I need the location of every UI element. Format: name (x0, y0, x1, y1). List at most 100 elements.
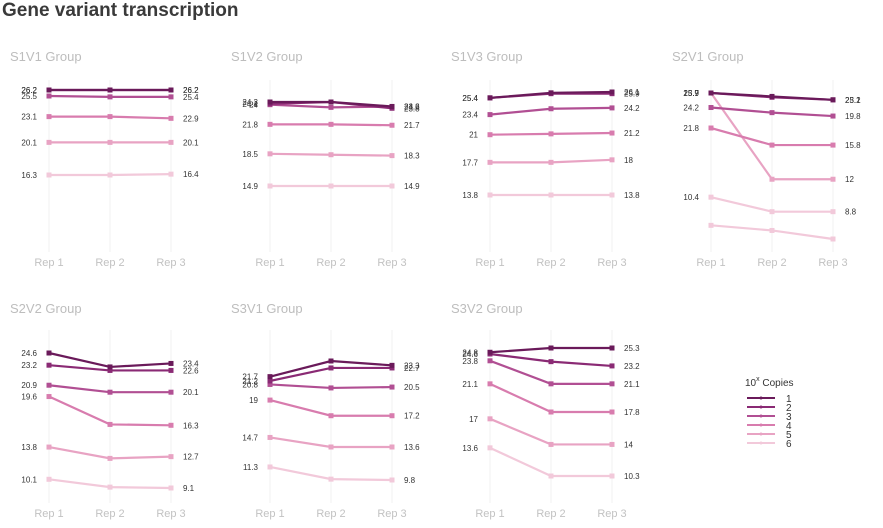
panel-title: S3V2 Group (451, 301, 523, 316)
value-label: 24.2 (624, 104, 640, 113)
value-label: 19.8 (845, 112, 861, 121)
data-point (609, 192, 615, 198)
value-label: 15.8 (845, 141, 861, 150)
data-point (769, 227, 775, 233)
value-label: 24.1 (242, 100, 258, 109)
value-label: 23.8 (404, 104, 420, 113)
data-point (328, 152, 334, 158)
value-label: 23.2 (845, 96, 861, 105)
x-tick-label: Rep 3 (818, 257, 847, 269)
data-point (168, 422, 174, 428)
data-point (830, 142, 836, 148)
data-point (267, 381, 273, 387)
data-point (107, 484, 113, 490)
data-point (708, 105, 714, 111)
value-label: 11.3 (243, 463, 259, 472)
value-label: 14 (624, 440, 633, 449)
data-point (328, 476, 334, 482)
data-point (548, 90, 554, 96)
x-tick-label: Rep 1 (255, 257, 284, 269)
value-label: 22.6 (183, 366, 199, 375)
legend-key-point (759, 405, 763, 409)
value-label: 21.2 (242, 377, 258, 386)
data-point (487, 192, 493, 198)
x-tick-label: Rep 1 (475, 257, 504, 269)
legend-key-point (759, 441, 763, 445)
x-tick-label: Rep 1 (34, 508, 63, 520)
value-label: 21.8 (683, 124, 699, 133)
data-point (267, 121, 273, 127)
data-point (609, 157, 615, 163)
value-label: 26.1 (624, 88, 640, 97)
data-point (107, 139, 113, 145)
data-point (708, 125, 714, 131)
value-label: 19.6 (21, 393, 37, 402)
value-label: 24.6 (21, 349, 37, 358)
panel-title: S2V1 Group (672, 49, 744, 64)
value-label: 24 (249, 101, 258, 110)
panel-title: S2V2 Group (10, 301, 82, 316)
data-point (267, 374, 273, 380)
value-label: 21.1 (462, 380, 478, 389)
x-tick-label: Rep 1 (255, 508, 284, 520)
x-tick-label: Rep 3 (377, 508, 406, 520)
panel-title: S3V1 Group (231, 301, 303, 316)
data-point (769, 176, 775, 182)
x-tick-label: Rep 2 (316, 508, 345, 520)
data-point (46, 350, 52, 356)
value-label: 21.2 (624, 129, 640, 138)
data-point (46, 114, 52, 120)
data-point (487, 358, 493, 364)
data-point (107, 389, 113, 395)
data-point (830, 209, 836, 215)
data-point (389, 183, 395, 189)
data-point (769, 142, 775, 148)
data-point (168, 171, 174, 177)
value-label: 23.2 (624, 362, 640, 371)
x-tick-label: Rep 1 (34, 257, 63, 269)
value-label: 25.4 (462, 94, 478, 103)
data-point (609, 89, 615, 95)
legend-label: 3 (786, 412, 792, 423)
x-tick-label: Rep 3 (597, 508, 626, 520)
value-label: 24.3 (242, 98, 258, 107)
value-label: 25.9 (624, 90, 640, 99)
value-label: 21.1 (624, 380, 640, 389)
value-label: 21.8 (242, 120, 258, 129)
data-point (389, 362, 395, 368)
value-label: 17.2 (404, 412, 420, 421)
data-point (328, 121, 334, 127)
x-tick-label: Rep 3 (156, 257, 185, 269)
data-point (107, 172, 113, 178)
value-label: 23.4 (183, 359, 199, 368)
x-tick-label: Rep 2 (536, 508, 565, 520)
value-label: 14.9 (242, 182, 258, 191)
data-point (46, 394, 52, 400)
data-point (609, 473, 615, 479)
x-tick-label: Rep 3 (156, 508, 185, 520)
data-point (548, 159, 554, 165)
data-point (609, 345, 615, 351)
data-point (46, 93, 52, 99)
value-label: 9.1 (183, 484, 195, 493)
data-point (328, 444, 334, 450)
data-point (609, 441, 615, 447)
data-point (609, 363, 615, 369)
data-point (46, 444, 52, 450)
x-tick-label: Rep 2 (95, 257, 124, 269)
data-point (168, 485, 174, 491)
data-point (389, 444, 395, 450)
value-label: 16.4 (183, 170, 199, 179)
value-label: 24.2 (683, 104, 699, 113)
data-point (328, 99, 334, 105)
value-label: 16.3 (21, 171, 37, 180)
value-label: 22.7 (404, 364, 420, 373)
data-point (168, 454, 174, 460)
data-point (609, 130, 615, 136)
data-point (389, 122, 395, 128)
data-point (46, 362, 52, 368)
value-label: 26.2 (183, 86, 199, 95)
value-label: 20.1 (21, 138, 37, 147)
legend-key-point (759, 432, 763, 436)
data-point (46, 476, 52, 482)
